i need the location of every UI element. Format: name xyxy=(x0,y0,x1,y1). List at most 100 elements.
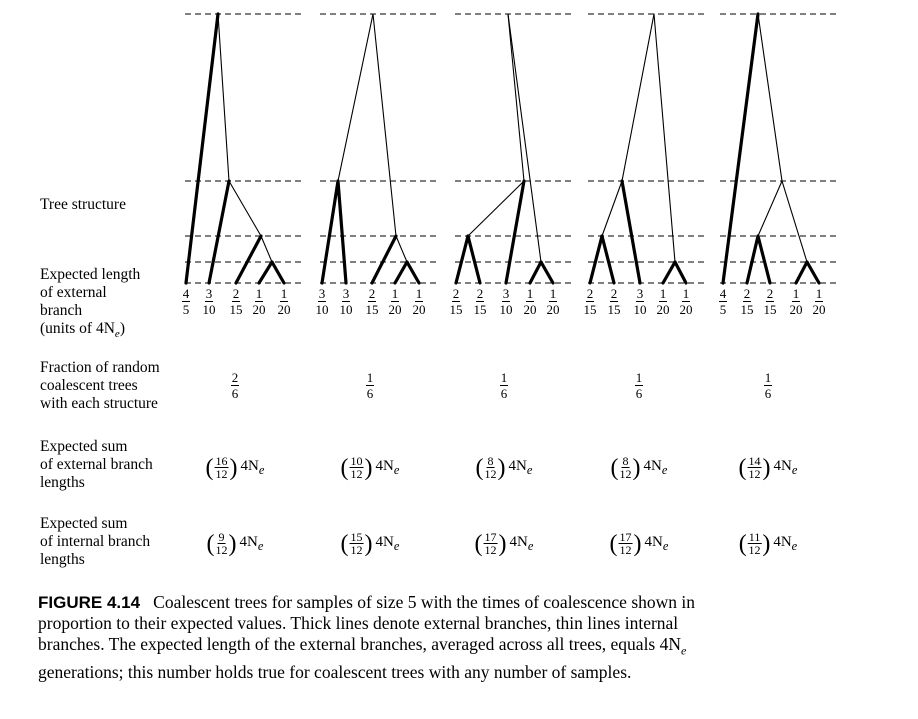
tree-1-branch-length-3-denominator: 15 xyxy=(229,302,243,317)
tree-3-branch-length-1-numerator: 2 xyxy=(451,286,461,302)
tree-4-external-branch-1 xyxy=(588,234,604,285)
sum-denominator: 12 xyxy=(619,543,632,557)
sum-suffix: 4Ne xyxy=(509,533,534,553)
sum-numerator: 8 xyxy=(621,454,630,468)
tree-1-external-branch-3 xyxy=(234,234,263,285)
tree-3-branch-length-3-numerator: 3 xyxy=(501,286,511,302)
tree-2-external-branch-1 xyxy=(320,179,340,285)
tree-5-internal-branch-1 xyxy=(757,13,783,182)
tree-1-external-branch-4 xyxy=(257,260,274,285)
tree-1-internal-branch-3 xyxy=(260,235,273,263)
tree-3-branch-length-3-denominator: 10 xyxy=(499,302,513,317)
sum-numerator: 16 xyxy=(214,454,229,468)
sum-fraction: 9 12 xyxy=(216,531,228,556)
sum-fraction: 16 12 xyxy=(214,454,229,480)
tree-3-external-branch-2 xyxy=(466,234,482,285)
tree-1-branch-length-4-numerator: 1 xyxy=(254,286,264,302)
tree-4-branch-length-3-denominator: 10 xyxy=(633,302,647,317)
sum-denominator: 12 xyxy=(748,543,761,557)
tree-4-external-sum: (8 12) 4Ne xyxy=(611,455,668,480)
tree-2-branch-length-2: 3 10 xyxy=(334,287,358,316)
tree-5-fraction-denominator: 6 xyxy=(764,386,772,401)
caption-text: Coalescent trees for samples of size 5 w… xyxy=(38,592,696,682)
tree-3-external-branch-1 xyxy=(454,234,470,285)
sum-denominator: 12 xyxy=(484,543,497,557)
row-label-tree-structure: Tree structure xyxy=(40,196,126,213)
tree-5-branch-length-2-denominator: 15 xyxy=(740,302,754,317)
tree-2-external-branch-5 xyxy=(405,260,421,285)
sum-fraction: 8 12 xyxy=(485,455,497,480)
tree-5-branch-length-3-numerator: 2 xyxy=(765,286,775,302)
tree-2-branch-length-3-denominator: 15 xyxy=(365,302,379,317)
tree-4-external-branch-2 xyxy=(600,234,616,285)
tree-5-external-branch-2 xyxy=(745,234,760,285)
sum-suffix: 4Ne xyxy=(644,533,669,553)
tree-4-branch-length-3-numerator: 3 xyxy=(635,286,645,302)
sum-fraction: 15 12 xyxy=(349,531,364,556)
close-paren: ) xyxy=(228,530,237,557)
tree-5-branch-length-1-denominator: 5 xyxy=(719,302,727,317)
tree-3-branch-length-3: 3 10 xyxy=(494,287,518,316)
tree-2-fraction-denominator: 6 xyxy=(366,386,374,401)
open-paren: ( xyxy=(206,530,215,557)
tree-5-branch-length-5-denominator: 20 xyxy=(812,302,826,317)
tree-5-internal-branch-2 xyxy=(757,180,783,237)
sum-numerator: 9 xyxy=(217,530,226,544)
tree-1-internal-branch-1 xyxy=(217,13,230,182)
tree-4-internal-branch-2 xyxy=(653,13,676,263)
tree-5-branch-length-2-numerator: 2 xyxy=(742,286,752,302)
tree-4-branch-length-2-denominator: 15 xyxy=(607,302,621,317)
open-paren: ( xyxy=(610,454,619,481)
tree-4-external-branch-4 xyxy=(661,260,677,285)
tree-3-branch-length-5: 1 20 xyxy=(541,287,565,316)
tree-2-internal-branch-3 xyxy=(395,235,408,263)
sum-denominator: 12 xyxy=(350,467,363,481)
tree-5-branch-length-4: 1 20 xyxy=(784,287,808,316)
tree-3-internal-branch-1 xyxy=(507,13,525,182)
tree-2-branch-length-3-numerator: 2 xyxy=(367,286,377,302)
open-paren: ( xyxy=(205,454,214,481)
tree-5-branch-length-3: 2 15 xyxy=(758,287,782,316)
sum-suffix: 4Ne xyxy=(773,533,798,553)
sum-denominator: 12 xyxy=(484,467,497,481)
tree-1-branch-length-4: 1 20 xyxy=(247,287,271,316)
open-paren: ( xyxy=(474,530,483,557)
tree-1-branch-length-2-denominator: 10 xyxy=(202,302,216,317)
open-paren: ( xyxy=(475,454,484,481)
tree-3-external-branch-3 xyxy=(504,179,526,285)
tree-2-branch-length-1-numerator: 3 xyxy=(317,286,327,302)
sum-fraction: 17 12 xyxy=(618,531,633,557)
tree-4-branch-length-5: 1 20 xyxy=(674,287,698,316)
close-paren: ) xyxy=(762,454,771,481)
tree-1-external-branch-5 xyxy=(270,260,286,285)
tree-2-branch-length-1: 3 10 xyxy=(310,287,334,316)
tree-4-internal-sum: (17 12) 4Ne xyxy=(610,531,669,556)
tree-4-branch-length-2-numerator: 2 xyxy=(609,286,619,302)
tree-4-branch-length-4-denominator: 20 xyxy=(656,302,670,317)
sum-denominator: 12 xyxy=(215,543,228,557)
tree-2-branch-length-2-denominator: 10 xyxy=(339,302,353,317)
close-paren: ) xyxy=(632,454,641,481)
sum-fraction: 10 12 xyxy=(349,454,364,481)
close-paren: ) xyxy=(497,454,506,481)
row-label-internal-sum: Expected sum of internal branch lengths xyxy=(40,515,151,568)
tree-2-branch-length-5-numerator: 1 xyxy=(414,286,424,302)
tree-2-external-branch-2 xyxy=(336,179,348,285)
tree-5-branch-length-2: 2 15 xyxy=(735,287,759,316)
tree-2-branch-length-5: 1 20 xyxy=(407,287,431,316)
tree-3-internal-branch-2 xyxy=(507,13,542,263)
tree-5-branch-length-3-denominator: 15 xyxy=(763,302,777,317)
tree-3-branch-length-2: 2 15 xyxy=(468,287,492,316)
tree-5-branch-length-4-denominator: 20 xyxy=(789,302,803,317)
tree-4-branch-length-1-denominator: 15 xyxy=(583,302,597,317)
tree-4-fraction-denominator: 6 xyxy=(635,386,643,401)
tree-4-external-branch-5 xyxy=(673,260,688,285)
row-label-fraction: Fraction of random coalescent trees with… xyxy=(40,359,160,412)
tree-1-branch-length-2: 3 10 xyxy=(197,287,221,316)
sum-numerator: 10 xyxy=(349,454,364,468)
sum-fraction: 11 12 xyxy=(747,531,762,557)
